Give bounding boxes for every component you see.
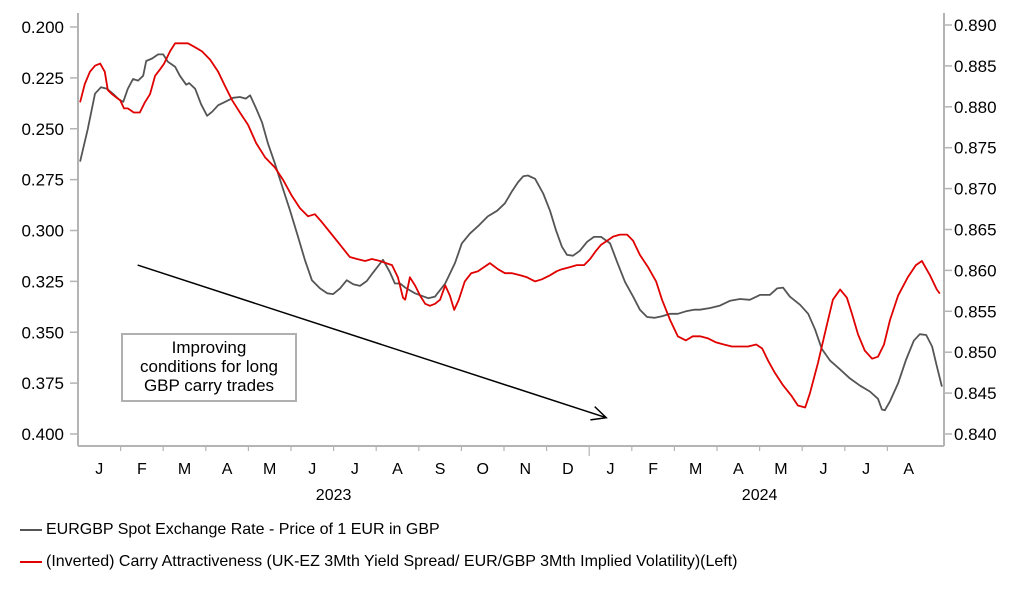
x-axis-month-label: J bbox=[95, 461, 103, 478]
x-axis-month-label: M bbox=[263, 461, 276, 478]
x-axis-month-label: M bbox=[774, 461, 787, 478]
x-axis-year-label: 2024 bbox=[742, 487, 778, 504]
right-axis-tick-label: 0.875 bbox=[954, 139, 997, 158]
x-axis-month-label: M bbox=[178, 461, 191, 478]
right-axis-tick-label: 0.885 bbox=[954, 57, 997, 76]
x-axis-month-label: A bbox=[392, 461, 403, 478]
right-axis-tick-label: 0.860 bbox=[954, 261, 997, 280]
series-line-carry bbox=[79, 42, 941, 409]
trend-arrow-head-icon bbox=[590, 406, 608, 421]
x-axis-month-label: J bbox=[862, 461, 870, 478]
annotation-line-2: conditions for long bbox=[140, 357, 278, 376]
legend-item-carry: (Inverted) Carry Attractiveness (UK-EZ 3… bbox=[20, 553, 738, 571]
left-axis-tick-label: 0.300 bbox=[21, 222, 64, 241]
left-axis-tick-label: 0.350 bbox=[21, 323, 64, 342]
x-axis-month-label: M bbox=[689, 461, 702, 478]
x-axis-month-label: J bbox=[308, 461, 316, 478]
left-axis-tick-label: 0.250 bbox=[21, 120, 64, 139]
left-axis-tick-label: 0.225 bbox=[21, 69, 64, 88]
x-axis-month-label: A bbox=[222, 461, 233, 478]
x-axis-month-label: F bbox=[648, 461, 658, 478]
right-axis-tick-label: 0.870 bbox=[954, 180, 997, 199]
right-axis-tick-label: 0.890 bbox=[954, 16, 997, 35]
x-axis-month-label: A bbox=[733, 461, 744, 478]
annotation-line-3: GBP carry trades bbox=[143, 376, 275, 395]
right-axis-tick-label: 0.880 bbox=[954, 98, 997, 117]
annotation-box: Improving conditions for long GBP carry … bbox=[121, 333, 297, 402]
right-axis-tick-label: 0.840 bbox=[954, 425, 997, 444]
right-axis-tick-label: 0.845 bbox=[954, 384, 997, 403]
series-layer bbox=[79, 42, 943, 412]
annotation-layer bbox=[137, 264, 608, 421]
x-axis-month-label: F bbox=[137, 461, 147, 478]
x-axis-month-label: J bbox=[820, 461, 828, 478]
x-axis-month-label: J bbox=[351, 461, 359, 478]
annotation-line-1: Improving bbox=[171, 338, 247, 357]
left-axis-tick-label: 0.200 bbox=[21, 18, 64, 37]
x-axis-month-label: D bbox=[562, 461, 574, 478]
x-axis-month-label: A bbox=[903, 461, 914, 478]
legend-swatch-eurgbp bbox=[20, 529, 42, 531]
x-axis-ticks: J F M A M J J A S O N D J F M A M J J A 2023 2024 bbox=[95, 446, 914, 504]
x-axis-month-label: S bbox=[435, 461, 446, 478]
series-line-eurgbp bbox=[79, 53, 943, 412]
legend-swatch-carry bbox=[20, 561, 42, 563]
right-axis-tick-label: 0.850 bbox=[954, 343, 997, 362]
trend-arrow-line bbox=[137, 264, 607, 419]
axes: 0.200 0.225 0.250 0.275 0.300 0.325 0.350 0.375… bbox=[21, 13, 997, 447]
left-axis-tick-label: 0.275 bbox=[21, 171, 64, 190]
left-axis-tick-label: 0.325 bbox=[21, 272, 64, 291]
legend-label-eurgbp: EURGBP Spot Exchange Rate - Price of 1 E… bbox=[46, 521, 440, 538]
left-axis-tick-label: 0.375 bbox=[21, 374, 64, 393]
x-axis-month-label: J bbox=[607, 461, 615, 478]
legend-label-carry: (Inverted) Carry Attractiveness (UK-EZ 3… bbox=[46, 553, 738, 570]
right-axis-tick-label: 0.855 bbox=[954, 302, 997, 321]
x-axis-month-label: O bbox=[476, 461, 488, 478]
x-axis-month-label: N bbox=[520, 461, 532, 478]
right-axis-tick-label: 0.865 bbox=[954, 221, 997, 240]
legend-item-eurgbp: EURGBP Spot Exchange Rate - Price of 1 E… bbox=[20, 521, 440, 539]
left-axis-tick-label: 0.400 bbox=[21, 425, 64, 444]
x-axis-year-label: 2023 bbox=[316, 487, 352, 504]
